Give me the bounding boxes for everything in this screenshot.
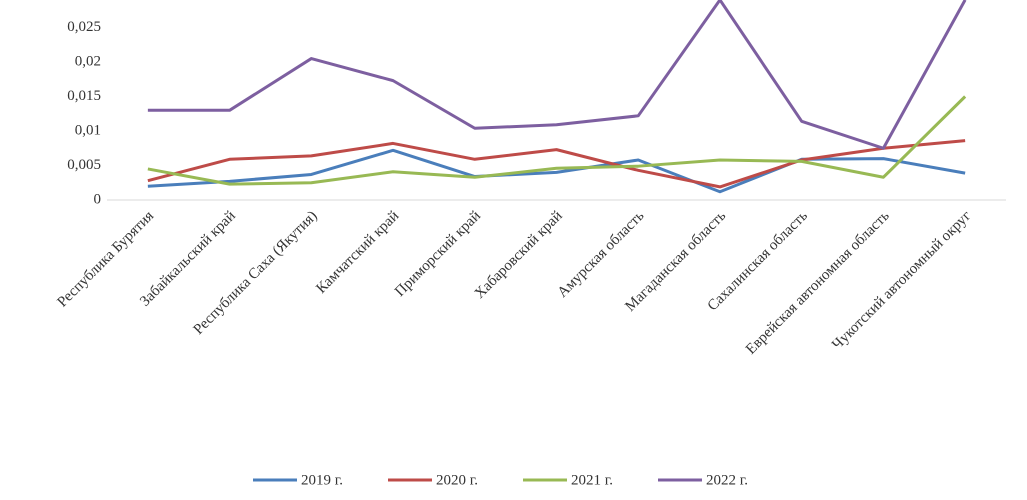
x-tick-label: Чукотский автономный округ	[829, 208, 974, 353]
legend-label: 2020 г.	[436, 472, 478, 488]
x-tick-label: Приморский край	[392, 208, 484, 300]
y-tick-label: 0	[94, 191, 102, 207]
x-tick-label: Хабаровский край	[472, 208, 566, 302]
y-tick-label: 0,015	[67, 88, 101, 104]
x-tick-label: Амурская область	[555, 208, 648, 301]
y-tick-label: 0,025	[67, 19, 101, 35]
legend-label: 2022 г.	[706, 472, 748, 488]
x-tick-label: Камчатский край	[313, 208, 402, 297]
y-tick-label: 0,01	[75, 122, 101, 138]
series-line	[147, 148, 966, 194]
series-line	[147, 95, 967, 186]
series-line	[147, 139, 966, 189]
x-tick-label: Еврейская автономная область	[743, 208, 893, 358]
legend-label: 2021 г.	[571, 472, 613, 488]
y-tick-label: 0,02	[75, 53, 101, 69]
series-line	[147, 0, 967, 150]
legend-label: 2019 г.	[301, 472, 343, 488]
y-tick-label: 0,005	[67, 157, 101, 173]
